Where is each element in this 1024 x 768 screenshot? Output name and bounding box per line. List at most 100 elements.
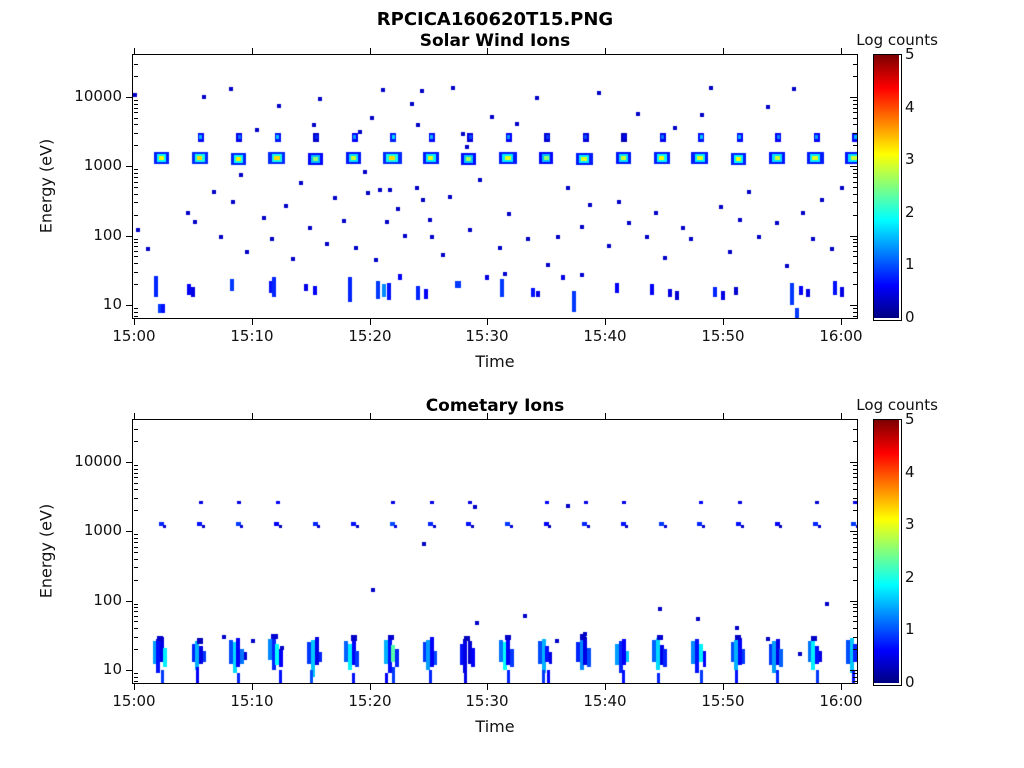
y-minor-tick xyxy=(134,547,138,548)
x-tick-mark xyxy=(370,319,371,325)
y-minor-tick xyxy=(853,202,857,203)
y-minor-tick xyxy=(134,649,138,650)
y-tick-label: 1000 xyxy=(83,156,122,174)
y-minor-tick xyxy=(853,246,857,247)
x-tick-label: 15:20 xyxy=(348,327,392,345)
y-minor-tick xyxy=(853,567,857,568)
y-minor-tick xyxy=(853,133,857,134)
y-minor-tick xyxy=(853,538,857,539)
x-tick-label: 15:20 xyxy=(348,692,392,710)
y-minor-tick xyxy=(134,182,138,183)
y-minor-tick xyxy=(853,177,857,178)
y-tick-mark xyxy=(850,305,857,306)
x-tick-mark xyxy=(723,413,724,419)
x-tick-label: 15:10 xyxy=(230,327,274,345)
x-tick-mark xyxy=(370,48,371,54)
y-tick-mark xyxy=(126,670,132,671)
x-tick-label: 15:40 xyxy=(583,692,627,710)
x-tick-mark xyxy=(252,319,253,325)
y-minor-tick xyxy=(853,469,857,470)
y-minor-tick xyxy=(853,473,857,474)
y-minor-tick xyxy=(134,534,138,535)
y-minor-tick xyxy=(134,177,138,178)
x-tick-mark xyxy=(134,413,135,419)
y-minor-tick xyxy=(134,246,138,247)
y-minor-tick xyxy=(853,263,857,264)
y-axis-label-2: Energy (eV) xyxy=(36,503,56,599)
y-minor-tick xyxy=(134,483,138,484)
y-minor-tick xyxy=(134,607,138,608)
y-minor-tick xyxy=(853,182,857,183)
x-tick-mark xyxy=(841,413,842,419)
y-minor-tick xyxy=(853,64,857,65)
y-minor-tick xyxy=(134,552,138,553)
plot-box-solar-wind xyxy=(132,54,858,319)
y-minor-tick xyxy=(134,76,138,77)
y-minor-tick xyxy=(134,580,138,581)
y-minor-tick xyxy=(853,673,857,674)
colorbar-tick-label: 2 xyxy=(905,568,915,586)
y-tick-label: 100 xyxy=(93,591,122,609)
y-minor-tick xyxy=(853,637,857,638)
y-minor-tick xyxy=(134,187,138,188)
y-minor-tick xyxy=(853,76,857,77)
y-minor-tick xyxy=(853,173,857,174)
y-tick-mark xyxy=(850,97,857,98)
y-axis-label-1: Energy (eV) xyxy=(36,138,56,234)
y-minor-tick xyxy=(134,108,138,109)
y-minor-tick xyxy=(134,312,138,313)
x-tick-mark xyxy=(134,684,135,690)
y-minor-tick xyxy=(134,308,138,309)
y-minor-tick xyxy=(134,510,138,511)
y-minor-tick xyxy=(134,498,138,499)
x-tick-mark xyxy=(487,413,488,419)
y-minor-tick xyxy=(134,542,138,543)
y-minor-tick xyxy=(853,681,857,682)
y-tick-mark xyxy=(126,236,132,237)
y-minor-tick xyxy=(853,272,857,273)
y-minor-tick xyxy=(853,649,857,650)
x-tick-mark xyxy=(252,413,253,419)
y-minor-tick xyxy=(853,145,857,146)
x-tick-label: 15:00 xyxy=(112,692,156,710)
y-minor-tick xyxy=(134,538,138,539)
y-minor-tick xyxy=(134,677,138,678)
x-tick-mark xyxy=(487,319,488,325)
y-tick-mark xyxy=(126,166,132,167)
colorbar-box-2 xyxy=(873,419,902,686)
y-minor-tick xyxy=(134,202,138,203)
x-tick-label: 15:00 xyxy=(112,327,156,345)
x-tick-label: 15:30 xyxy=(465,692,509,710)
y-minor-tick xyxy=(134,637,138,638)
y-tick-mark xyxy=(126,601,132,602)
y-minor-tick xyxy=(134,242,138,243)
y-minor-tick xyxy=(134,104,138,105)
y-minor-tick xyxy=(134,169,138,170)
x-tick-mark xyxy=(605,413,606,419)
y-minor-tick xyxy=(853,628,857,629)
y-minor-tick xyxy=(853,104,857,105)
colorbar-tick-label: 3 xyxy=(905,515,915,533)
y-minor-tick xyxy=(853,124,857,125)
x-tick-mark xyxy=(605,684,606,690)
y-tick-label: 10000 xyxy=(74,452,122,470)
y-minor-tick xyxy=(134,469,138,470)
y-minor-tick xyxy=(134,611,138,612)
x-tick-mark xyxy=(841,48,842,54)
x-tick-mark xyxy=(841,319,842,325)
y-minor-tick xyxy=(134,489,138,490)
x-tick-mark xyxy=(605,48,606,54)
y-tick-label: 10 xyxy=(102,295,122,313)
y-minor-tick xyxy=(134,64,138,65)
y-minor-tick xyxy=(853,118,857,119)
y-tick-mark xyxy=(850,462,857,463)
y-minor-tick xyxy=(853,483,857,484)
solar-wind-spectrogram xyxy=(133,55,857,318)
y-minor-tick xyxy=(134,100,138,101)
x-tick-mark xyxy=(723,684,724,690)
colorbar-tick-label: 2 xyxy=(905,203,915,221)
y-tick-label: 10000 xyxy=(74,87,122,105)
x-tick-label: 15:10 xyxy=(230,692,274,710)
x-tick-label: 15:40 xyxy=(583,327,627,345)
